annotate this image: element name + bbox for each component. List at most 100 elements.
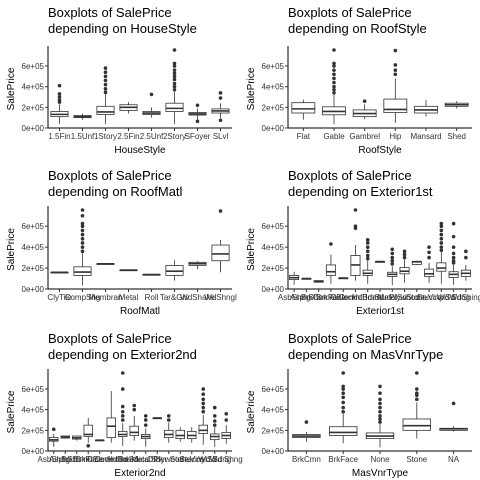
outlier-point: [103, 86, 108, 91]
x-tick-label: VinylSd: [428, 293, 455, 302]
chart-subtitle: depending on RoofMatl: [48, 184, 183, 199]
outlier-point: [80, 224, 85, 229]
chart-panel-6: Boxplots of SalePrice depending on MasVn…: [246, 331, 472, 479]
outlier-point: [439, 245, 444, 249]
box-cmentbd: [106, 391, 116, 443]
outlier-point: [332, 68, 336, 72]
x-tick-label: 1Story: [94, 132, 117, 141]
box-1story: [96, 66, 115, 124]
outlier-point: [218, 118, 223, 123]
outlier-point: [218, 209, 223, 213]
box-iqr: [402, 418, 432, 431]
x-axis-label: RoofStyle: [358, 145, 402, 156]
x-tick-label: Stucco: [417, 293, 442, 302]
outlier-point: [57, 95, 62, 99]
x-tick-label: SLvl: [213, 132, 229, 141]
outlier-point: [132, 403, 137, 408]
box-stone: [411, 260, 422, 265]
outlier-point: [80, 241, 85, 245]
outlier-point: [427, 245, 431, 249]
x-tick-label: AsbShng: [38, 455, 70, 464]
outlier-point: [172, 74, 177, 79]
outlier-point: [172, 64, 177, 68]
box-iqr: [198, 424, 208, 434]
y-tick-label: 6e+05: [22, 62, 45, 71]
box-sfoyer: [188, 103, 207, 124]
box-membran: [96, 262, 115, 265]
box-1-5fin: [50, 83, 69, 124]
outlier-point: [365, 238, 370, 242]
outlier-point: [149, 92, 154, 97]
box-brkface: [328, 371, 358, 444]
outlier-point: [341, 384, 346, 389]
outlier-point: [212, 414, 217, 418]
outlier-point: [415, 371, 419, 375]
x-tick-label: AsphShn: [49, 455, 81, 464]
x-tick-label: NA: [448, 455, 460, 464]
outlier-point: [166, 418, 171, 422]
outlier-point: [464, 249, 468, 254]
outlier-point: [332, 87, 336, 92]
box-2story: [165, 48, 184, 124]
box-iqr: [424, 268, 435, 277]
x-tick-label: AsbShng: [278, 293, 310, 302]
x-tick-label: Wd Sdng: [198, 455, 231, 464]
outlier-point: [80, 249, 85, 254]
outlier-point: [172, 77, 177, 82]
x-tick-label: Stone: [406, 293, 427, 302]
y-tick-label: 4e+05: [22, 406, 45, 415]
chart-title: Boxplots of SalePrice: [288, 168, 412, 183]
outlier-point: [332, 61, 336, 66]
outlier-point: [332, 91, 336, 95]
box-brkcmn: [292, 420, 321, 442]
outlier-point: [103, 90, 108, 95]
x-tick-label: BrkFace: [73, 455, 103, 464]
box-stucco: [424, 245, 435, 283]
box-other: [152, 417, 162, 420]
chart-panel-4: Boxplots of SalePrice depending on Exter…: [246, 168, 480, 317]
box-roll: [142, 273, 161, 276]
box-asbshng: [49, 427, 59, 447]
box-gambrel: [352, 99, 377, 120]
box-wdshngl: [211, 209, 230, 273]
y-tick-label: 0e+00: [22, 124, 45, 133]
outlier-point: [224, 412, 229, 416]
outlier-point: [80, 208, 85, 212]
outlier-point: [378, 405, 382, 410]
box-stone: [175, 427, 185, 442]
outlier-point: [341, 395, 346, 400]
outlier-point: [172, 87, 177, 92]
box-cblock: [338, 277, 349, 280]
outlier-point: [80, 213, 85, 218]
outlier-point: [332, 84, 336, 89]
outlier-point: [439, 236, 444, 241]
box-2-5fin: [119, 102, 138, 114]
outlier-point: [86, 444, 91, 448]
x-tick-label: HdBoard: [352, 293, 384, 302]
y-tick-label: 2e+05: [262, 264, 285, 273]
outlier-point: [103, 66, 108, 70]
y-tick-label: 2e+05: [262, 426, 285, 435]
outlier-point: [224, 418, 229, 422]
outlier-point: [80, 232, 85, 237]
outlier-point: [120, 404, 125, 409]
outlier-point: [415, 387, 419, 391]
y-tick-label: 4e+05: [22, 243, 45, 252]
outlier-point: [365, 245, 370, 249]
outlier-point: [451, 401, 456, 406]
x-tick-label: None: [370, 455, 390, 464]
outlier-point: [329, 242, 333, 246]
outlier-point: [451, 245, 456, 249]
outlier-point: [341, 387, 346, 391]
outlier-point: [439, 228, 444, 233]
x-tick-label: Stone: [170, 455, 191, 464]
x-tick-label: Gambrel: [349, 132, 380, 141]
outlier-point: [353, 208, 358, 212]
box-brkface: [83, 417, 93, 448]
outlier-point: [120, 418, 125, 422]
x-tick-label: CBlock: [331, 293, 357, 302]
box-wd-shng: [221, 412, 231, 444]
outlier-point: [143, 414, 148, 418]
box-iqr: [106, 417, 116, 438]
x-tick-label: 1.5Unf: [71, 132, 95, 141]
